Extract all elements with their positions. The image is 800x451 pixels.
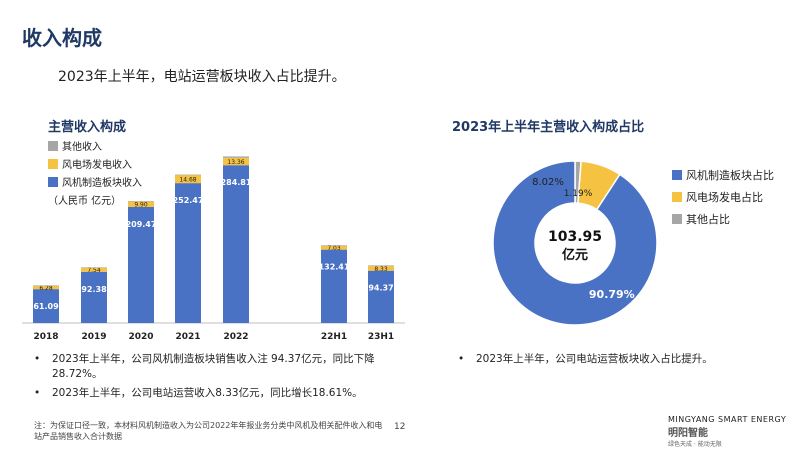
bullet-text: 2023年上半年，公司电站运营板块收入占比提升。 xyxy=(476,353,713,365)
bar-manufacturing-2022 xyxy=(223,165,249,323)
legend-swatch-other xyxy=(48,140,58,151)
donut-legend-label-other: 其他占比 xyxy=(686,213,730,226)
bar-wind-power-2022 xyxy=(223,157,249,166)
bullet-list-left: • 2023年上半年，公司风机制造板块销售收入注 94.37亿元，同比下降28.… xyxy=(34,352,394,401)
bar-other-22H1 xyxy=(321,245,347,246)
page-subtitle: 2023年上半年，电站运营板块收入占比提升。 xyxy=(58,69,346,85)
data-label-wind-power: 14.68 xyxy=(179,177,196,184)
bullet-item: • 2023年上半年，公司电站运营收入8.33亿元，同比增长18.61%。 xyxy=(34,386,394,401)
bar-manufacturing-2021 xyxy=(175,183,201,323)
x-tick-label: 2019 xyxy=(81,332,106,342)
bar-other-2022 xyxy=(223,156,249,158)
bullet-text: 2023年上半年，公司风机制造板块销售收入注 94.37亿元，同比下降28.72… xyxy=(52,353,375,380)
data-label-manufacturing: 132.41 xyxy=(319,263,350,272)
x-tick-label: 22H1 xyxy=(321,332,347,342)
donut-chart: 90.79% 8.02%1.19% 103.95 亿元 xyxy=(492,160,658,326)
data-label-wind-power: 6.28 xyxy=(39,285,53,292)
donut-slice-manufacturing xyxy=(492,160,658,326)
donut-center-unit: 亿元 xyxy=(562,247,588,263)
data-label-manufacturing: 252.47 xyxy=(173,196,204,205)
bar-wind-power-2019 xyxy=(81,267,107,272)
bullet-item: • 2023年上半年，公司电站运营板块收入占比提升。 xyxy=(458,352,778,367)
bar-manufacturing-23H1 xyxy=(368,270,394,323)
data-label-manufacturing: 94.37 xyxy=(368,284,393,293)
bullet-item: • 2023年上半年，公司风机制造板块销售收入注 94.37亿元，同比下降28.… xyxy=(34,352,394,382)
x-tick-label: 2021 xyxy=(175,332,200,342)
bar-manufacturing-2018 xyxy=(33,289,59,323)
legend-swatch-manufacturing xyxy=(48,176,58,187)
page-title: 收入构成 xyxy=(22,26,102,50)
bar-other-23H1 xyxy=(368,265,394,267)
brand-tagline: 绿色天成 · 能动无限 xyxy=(668,441,722,448)
bar-manufacturing-2020 xyxy=(128,206,154,323)
bar-wind-power-22H1 xyxy=(321,245,347,250)
legend-label-wind-power: 风电场发电收入 xyxy=(62,160,132,171)
bar-other-2018 xyxy=(33,285,59,286)
data-label-wind-power: 13.36 xyxy=(227,159,244,166)
x-tick-label: 23H1 xyxy=(368,332,394,342)
brand-logo: MINGYANG SMART ENERGY 明阳智能 绿色天成 · 能动无限 xyxy=(668,415,793,448)
donut-legend-item-wind-power: 风电场发电占比 xyxy=(672,189,774,205)
bar-chart-title: 主营收入构成 xyxy=(48,120,127,135)
bar-wind-power-2018 xyxy=(33,285,59,290)
bullet-text: 2023年上半年，公司电站运营收入8.33亿元，同比增长18.61%。 xyxy=(52,387,363,399)
legend-swatch-wind-power xyxy=(48,158,58,169)
donut-center-value: 103.95 xyxy=(548,229,602,245)
bar-wind-power-23H1 xyxy=(368,266,394,271)
bar-other-2021 xyxy=(175,174,201,176)
bullet-dot: • xyxy=(34,387,41,399)
data-label-wind-power: 7.54 xyxy=(87,267,101,274)
brand-name-en: MINGYANG SMART ENERGY xyxy=(668,415,787,424)
donut-legend-item-manufacturing: 风机制造板块占比 xyxy=(672,167,774,183)
bar-chart-legend: 其他收入 风电场发电收入 风机制造板块收入 xyxy=(48,138,142,189)
data-label-wind-power: 8.33 xyxy=(374,266,388,273)
donut-chart-title: 2023年上半年主营收入构成占比 xyxy=(452,120,645,135)
brand-name-cn: 明阳智能 xyxy=(668,428,708,439)
donut-legend-swatch-manufacturing xyxy=(672,170,682,180)
donut-label-wind-power: 8.02% xyxy=(532,177,564,188)
data-label-manufacturing: 92.38 xyxy=(81,285,107,294)
data-label-wind-power: 7.03 xyxy=(327,245,341,252)
donut-legend-label-wind-power: 风电场发电占比 xyxy=(686,191,763,204)
bar-manufacturing-22H1 xyxy=(321,249,347,323)
page-number: 12 xyxy=(394,422,406,432)
donut-legend-label-manufacturing: 风机制造板块占比 xyxy=(686,169,774,182)
bar-other-2019 xyxy=(81,267,107,268)
donut-label-manufacturing: 90.79% xyxy=(589,288,635,301)
bullet-dot: • xyxy=(34,353,41,365)
donut-legend-swatch-other xyxy=(672,214,682,224)
bar-wind-power-2021 xyxy=(175,174,201,184)
bar-other-2020 xyxy=(128,201,154,202)
legend-label-manufacturing: 风机制造板块收入 xyxy=(62,178,142,189)
legend-item-manufacturing: 风机制造板块收入 xyxy=(48,174,142,189)
bar-chart-unit: （人民币 亿元） xyxy=(48,196,122,207)
bullet-list-right: • 2023年上半年，公司电站运营板块收入占比提升。 xyxy=(458,352,778,367)
donut-chart-legend: 风机制造板块占比 风电场发电占比 其他占比 xyxy=(672,167,774,227)
data-label-manufacturing: 61.09 xyxy=(33,302,59,311)
x-tick-label: 2018 xyxy=(33,332,58,342)
donut-label-other: 1.19% xyxy=(564,189,593,199)
x-tick-label: 2022 xyxy=(223,332,248,342)
data-label-wind-power: 9.90 xyxy=(134,202,148,209)
donut-legend-swatch-wind-power xyxy=(672,192,682,202)
donut-legend-item-other: 其他占比 xyxy=(672,211,774,227)
data-label-manufacturing: 209.47 xyxy=(126,220,157,229)
footnote: 注：为保证口径一致，本材料风机制造收入为公司2022年年报业务分类中风机及相关配… xyxy=(34,421,383,441)
x-tick-label: 2020 xyxy=(128,332,153,342)
legend-item-other: 其他收入 xyxy=(48,138,142,153)
bar-manufacturing-2019 xyxy=(81,271,107,323)
legend-item-wind-power: 风电场发电收入 xyxy=(48,156,142,171)
bullet-dot: • xyxy=(458,353,465,365)
stacked-bar-chart: 61.09 6.28 2018 92.38 7.54 2019 209.47 9.90 2020… xyxy=(22,156,405,342)
data-label-manufacturing: 284.81 xyxy=(221,178,252,187)
legend-label-other: 其他收入 xyxy=(62,142,102,153)
bar-wind-power-2020 xyxy=(128,201,154,207)
